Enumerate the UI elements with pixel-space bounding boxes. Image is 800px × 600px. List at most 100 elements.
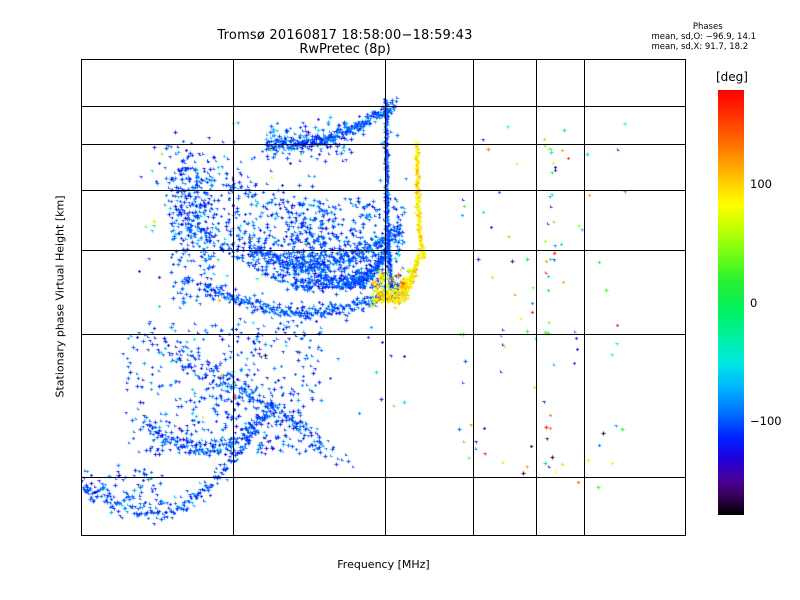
y-axis-tick (81, 190, 82, 191)
x-axis-tick (507, 535, 508, 536)
y-axis-tick (81, 124, 82, 125)
y-axis-tick (81, 60, 82, 61)
x-axis-tick (549, 535, 550, 536)
x-axis-tick (658, 535, 659, 536)
y-axis-tick (685, 250, 686, 251)
y-axis-tick (81, 144, 82, 145)
gridline-vertical (584, 60, 586, 535)
x-axis-tick (473, 535, 474, 536)
x-axis-tick (642, 535, 643, 536)
x-axis-tick (155, 59, 156, 60)
y-axis-tick (81, 74, 82, 75)
gridline-horizontal (82, 190, 685, 192)
colorbar-gradient (718, 90, 744, 515)
page-title: Tromsø 20160817 18:58:00−18:59:43 (217, 28, 473, 43)
x-axis-tick (210, 59, 211, 60)
y-axis-tick (81, 288, 82, 289)
y-axis-tick (81, 90, 82, 91)
y-axis-tick (685, 309, 686, 310)
x-axis-tick (573, 535, 574, 536)
x-axis-tick (673, 59, 674, 60)
y-axis-tick (81, 511, 82, 512)
y-axis-tick (685, 499, 686, 500)
y-axis-tick (81, 178, 82, 179)
x-axis-tick (185, 535, 186, 536)
y-axis-tick (685, 334, 686, 335)
y-axis-tick (685, 98, 686, 99)
x-axis-tick (82, 535, 83, 536)
colorbar-tick-label: 100 (750, 177, 772, 192)
phase-stats-heading: Phases (692, 22, 723, 32)
y-axis-tick (81, 393, 82, 394)
x-axis-tick (584, 59, 585, 60)
y-axis-tick (81, 309, 82, 310)
x-axis-tick (549, 59, 550, 60)
x-axis-tick (122, 535, 123, 536)
x-axis-tick (410, 59, 411, 60)
y-axis-tick (685, 67, 686, 68)
x-axis-tick (624, 59, 625, 60)
y-axis-tick (685, 82, 686, 83)
y-axis-tick (81, 82, 82, 83)
colorbar-tick-label: 0 (750, 295, 758, 310)
x-axis-tick (605, 59, 606, 60)
page-subtitle: RwPretec (8p) (299, 42, 391, 57)
x-axis-tick (473, 59, 474, 60)
y-axis-tick (685, 166, 686, 167)
gridline-horizontal (82, 106, 685, 108)
gridline-vertical (384, 60, 386, 535)
y-axis-tick (685, 60, 686, 61)
y-axis-tick (685, 477, 686, 478)
y-axis-tick (81, 431, 82, 432)
plot-area: 75100200300400500600750124681016 (81, 59, 686, 536)
x-axis-tick (584, 535, 585, 536)
x-axis-tick (122, 59, 123, 60)
y-axis-tick (685, 393, 686, 394)
x-axis-tick (433, 535, 434, 536)
y-axis-tick (685, 268, 686, 269)
y-axis-tick (81, 204, 82, 205)
y-axis-tick (685, 134, 686, 135)
y-axis-tick (81, 155, 82, 156)
y-axis-tick (685, 362, 686, 363)
x-axis-tick (210, 535, 211, 536)
gridline-vertical (233, 60, 235, 535)
x-axis-tick (536, 535, 537, 536)
gridline-horizontal (82, 477, 685, 479)
x-axis-tick (355, 535, 356, 536)
phase-stats-x-line: mean, sd,X: 91.7, 18.2 (651, 42, 749, 52)
x-axis-tick (536, 59, 537, 60)
x-axis-tick (522, 59, 523, 60)
x-axis-tick (522, 535, 523, 536)
colorbar-unit-label: [deg] (716, 70, 748, 84)
y-axis-title: Stationary phase Virtual Height [km] (53, 195, 67, 398)
y-axis-tick (81, 334, 82, 335)
x-axis-tick (385, 59, 386, 60)
y-axis-tick (81, 524, 82, 525)
x-axis-title: Frequency [MHz] (337, 558, 430, 571)
y-axis-tick (81, 250, 82, 251)
y-axis-tick (685, 90, 686, 91)
x-axis-tick (355, 59, 356, 60)
y-axis-tick (685, 511, 686, 512)
x-axis-tick (233, 535, 234, 536)
y-axis-tick (81, 233, 82, 234)
x-axis-tick (155, 535, 156, 536)
x-axis-tick (433, 59, 434, 60)
y-axis-tick (685, 431, 686, 432)
y-axis-tick (685, 288, 686, 289)
y-axis-tick (81, 98, 82, 99)
y-axis-tick (81, 218, 82, 219)
colorbar: 100 0 −100 (718, 90, 782, 515)
x-axis-tick (322, 59, 323, 60)
gridline-horizontal (82, 333, 685, 335)
x-axis-tick (185, 59, 186, 60)
y-axis-tick (81, 134, 82, 135)
y-axis-tick (685, 74, 686, 75)
gridline-vertical (473, 60, 474, 535)
y-axis-tick (81, 268, 82, 269)
x-axis-tick (282, 535, 283, 536)
y-axis-tick (685, 115, 686, 116)
y-axis-tick (81, 115, 82, 116)
